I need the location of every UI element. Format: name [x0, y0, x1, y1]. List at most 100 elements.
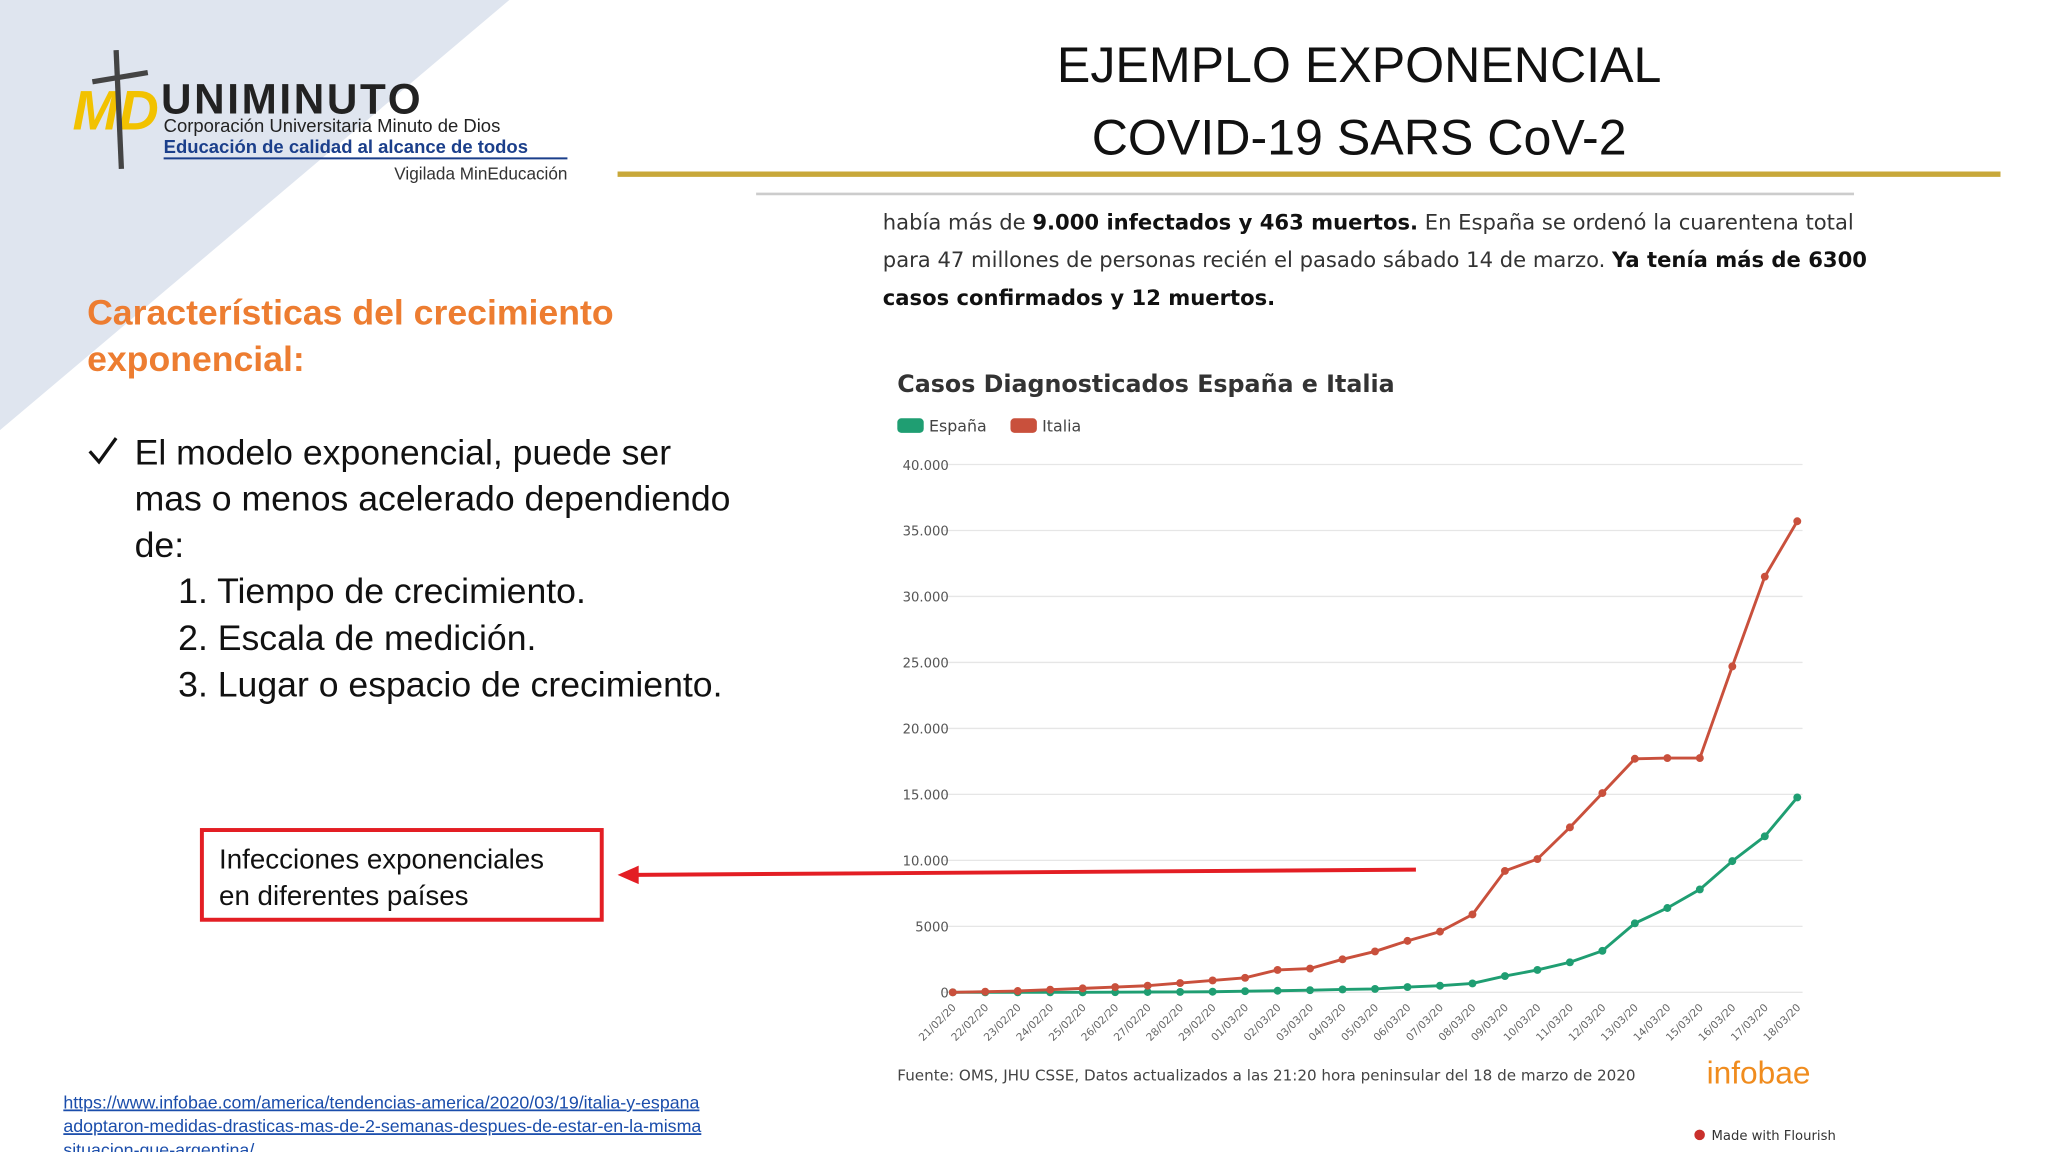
point — [1403, 936, 1412, 945]
point — [1760, 572, 1769, 581]
y-tick-label: 15.000 — [903, 789, 949, 804]
logo-line: Educación de calidad al alcance de todos — [164, 136, 528, 157]
point — [1306, 964, 1315, 973]
point — [1143, 988, 1152, 996]
bullet-text: mas o menos acelerado dependiendo — [135, 479, 731, 519]
article-segment: 9.000 infectados y 463 muertos. — [1032, 210, 1418, 235]
point — [1533, 966, 1542, 974]
point — [1760, 832, 1769, 841]
link-text: situacion-que-argentina/ — [63, 1140, 254, 1152]
article-line: casos confirmados y 12 muertos. — [883, 285, 1275, 310]
list-item: 1. Tiempo de crecimiento. — [178, 571, 586, 611]
credit-icon — [1694, 1129, 1705, 1141]
point — [1403, 983, 1412, 992]
point — [1793, 517, 1802, 526]
link-text: https://www.infobae.com/america/tendenci… — [63, 1092, 699, 1112]
point — [1500, 866, 1509, 875]
point — [1598, 946, 1607, 955]
point — [1111, 983, 1120, 992]
chart-title: Casos Diagnosticados España e Italia — [897, 370, 1394, 398]
chart-source: Fuente: OMS, JHU CSSE, Datos actualizado… — [897, 1067, 1635, 1085]
point — [1468, 910, 1477, 919]
article-segment: casos confirmados y 12 muertos. — [883, 285, 1275, 310]
point — [948, 988, 957, 997]
point — [1241, 973, 1250, 982]
point — [1273, 965, 1282, 974]
point — [1728, 662, 1737, 671]
y-tick-label: 30.000 — [903, 591, 949, 606]
point — [1013, 987, 1022, 995]
legend-swatch — [897, 418, 924, 433]
bullet-text: de: — [135, 525, 185, 565]
article: había más de 9.000 infectados y 463 muer… — [883, 210, 1867, 310]
logo: MD UNIMINUTO Corporación Universitaria M… — [73, 50, 568, 183]
y-tick-label: 20.000 — [903, 723, 949, 738]
list-item: 3. Lugar o espacio de crecimiento. — [178, 665, 722, 705]
point — [1371, 984, 1379, 993]
brand: infobae — [1707, 1054, 1811, 1090]
point — [1598, 789, 1607, 798]
legend-label: España — [929, 417, 987, 436]
point — [1208, 976, 1217, 985]
y-tick-label: 10.000 — [903, 855, 949, 870]
point — [1176, 987, 1185, 996]
point — [1338, 985, 1347, 994]
series-line — [952, 796, 1799, 994]
point — [981, 987, 990, 996]
point — [1176, 979, 1185, 988]
checkmark — [88, 437, 118, 465]
point — [1371, 947, 1379, 956]
y-tick-label: 5000 — [915, 921, 949, 936]
point — [1663, 904, 1672, 912]
y-tick-label: 40.000 — [903, 459, 949, 474]
article-segment: En España se ordenó la cuarentena total — [1418, 210, 1854, 235]
legend-swatch — [1010, 418, 1037, 433]
article-segment: había más de — [883, 210, 1033, 235]
callout-text: en diferentes países — [219, 880, 469, 911]
link-text: adoptaron-medidas-drasticas-mas-de-2-sem… — [63, 1116, 701, 1136]
callout-text: Infecciones exponenciales — [219, 843, 544, 874]
point — [1241, 987, 1250, 996]
y-tick-label: 25.000 — [903, 657, 949, 672]
y-tick-label: 0 — [940, 987, 948, 1002]
title: COVID-19 SARS CoV-2 — [1092, 109, 1627, 165]
point — [1208, 987, 1217, 996]
point — [1436, 981, 1444, 990]
article-line: había más de 9.000 infectados y 463 muer… — [883, 210, 1854, 235]
point — [1695, 885, 1704, 894]
logo-line: Vigilada MinEducación — [394, 163, 567, 183]
arrow-head — [617, 865, 639, 885]
point — [1436, 927, 1444, 936]
title: EJEMPLO EXPONENCIAL — [1057, 37, 1661, 93]
point — [1306, 986, 1315, 995]
credit: Made with Flourish — [1712, 1129, 1836, 1144]
logo-cross — [113, 50, 125, 170]
point — [1793, 793, 1802, 802]
point — [1468, 979, 1477, 988]
point — [1565, 958, 1574, 967]
point — [1273, 986, 1282, 995]
logo-line: Corporación Universitaria Minuto de Dios — [164, 115, 501, 136]
article-segment: para 47 millones de personas recién el p… — [883, 247, 1612, 272]
logo-name: UNIMINUTO — [161, 75, 423, 122]
point — [1728, 857, 1737, 866]
heading: exponencial: — [87, 339, 305, 379]
point — [1630, 919, 1639, 928]
point — [1500, 972, 1509, 981]
point — [1046, 985, 1055, 994]
point — [1630, 754, 1639, 763]
callout-box — [199, 828, 604, 922]
point — [1695, 754, 1704, 763]
point — [1565, 823, 1574, 832]
point — [1533, 855, 1542, 864]
logo-cross — [91, 69, 149, 85]
point — [1338, 955, 1347, 964]
point — [1663, 754, 1672, 763]
list-item: 2. Escala de medición. — [178, 618, 536, 658]
bullet-text: El modelo exponencial, puede ser — [135, 432, 672, 472]
y-tick-label: 35.000 — [903, 525, 949, 540]
chart: Casos Diagnosticados España e Italia Fue… — [897, 370, 1836, 1144]
point — [1143, 981, 1152, 990]
